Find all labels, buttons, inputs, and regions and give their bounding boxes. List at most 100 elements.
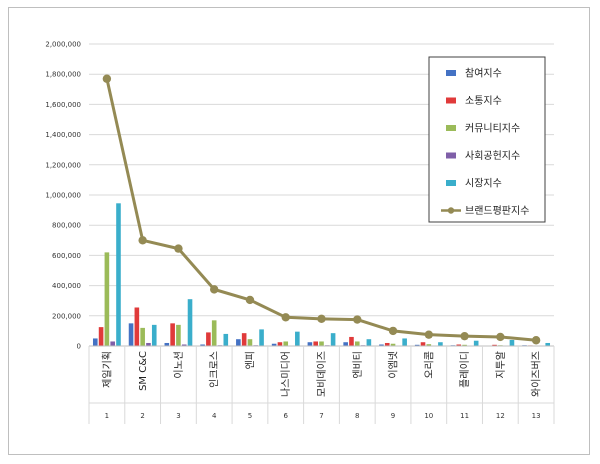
bar-3-4 — [211, 320, 217, 346]
bar-2-7 — [313, 341, 318, 346]
bar-1-2 — [128, 323, 134, 346]
x-category-index: 7 — [319, 412, 323, 420]
bar-3-6 — [283, 341, 289, 346]
legend-swatch — [446, 125, 456, 131]
bar-2-9 — [384, 342, 390, 346]
x-category-label: 지투알 — [495, 351, 507, 379]
brand-index-point-11 — [460, 331, 469, 341]
bar-5-1 — [116, 203, 121, 346]
bar-4-1 — [110, 341, 115, 346]
brand-index-point-2 — [138, 236, 147, 245]
x-category-label: 모비데이즈 — [316, 351, 328, 397]
bar-2-1 — [98, 327, 104, 346]
brand-index-point-12 — [496, 332, 505, 342]
bar-5-11 — [473, 340, 479, 346]
bar-5-8 — [366, 339, 372, 346]
y-tick-label: 600,000 — [52, 252, 81, 260]
x-category-index: 6 — [283, 412, 288, 420]
bar-3-10 — [426, 344, 432, 346]
bar-3-7 — [319, 341, 324, 346]
x-category-index: 1 — [105, 412, 109, 420]
brand-index-point-3 — [174, 244, 183, 253]
bar-3-3 — [176, 324, 181, 346]
bar-4-3 — [181, 344, 187, 346]
legend-swatch — [446, 152, 456, 159]
bar-2-12 — [492, 344, 497, 346]
brand-index-point-9 — [388, 326, 398, 336]
bar-2-6 — [277, 342, 283, 346]
bar-3-2 — [140, 327, 145, 346]
bar-3-8 — [354, 341, 360, 346]
bar-1-3 — [164, 342, 170, 346]
bar-3-9 — [390, 343, 396, 346]
bar-1-10 — [414, 344, 420, 346]
bar-1-6 — [271, 343, 277, 346]
brand-index-point-7 — [317, 314, 326, 324]
bar-2-10 — [420, 342, 426, 346]
legend-label: 커뮤니티지수 — [465, 123, 520, 135]
bar-1-8 — [343, 342, 348, 346]
legend-label: 브랜드평판지수 — [465, 205, 529, 217]
x-category-index: 10 — [424, 412, 433, 420]
bar-2-11 — [456, 344, 462, 346]
y-tick-label: 400,000 — [52, 282, 81, 290]
bar-5-10 — [438, 342, 443, 346]
legend-marker — [447, 207, 455, 214]
y-tick-label: 0 — [77, 343, 81, 351]
bar-5-4 — [223, 333, 229, 346]
bar-1-4 — [200, 344, 205, 346]
bar-3-5 — [247, 339, 253, 346]
y-tick-label: 1,400,000 — [45, 131, 81, 139]
y-tick-label: 1,600,000 — [45, 101, 81, 109]
y-tick-label: 2,000,000 — [45, 41, 81, 49]
bar-layer — [92, 203, 551, 346]
legend-label: 사회공헌지수 — [465, 150, 520, 162]
brand-index-point-6 — [281, 313, 290, 322]
bar-5-3 — [187, 299, 193, 346]
bar-3-11 — [462, 344, 467, 346]
bar-1-7 — [307, 342, 313, 346]
bar-5-5 — [259, 329, 264, 346]
bar-5-12 — [509, 339, 515, 346]
bar-1-9 — [379, 344, 384, 346]
x-category-index: 9 — [391, 412, 395, 420]
x-category-label: 엔피 — [244, 351, 256, 369]
bar-5-13 — [545, 342, 551, 346]
bar-4-2 — [146, 342, 151, 346]
x-category-label: 플레이디 — [459, 351, 471, 388]
y-tick-label: 800,000 — [52, 222, 81, 230]
bar-3-1 — [104, 252, 110, 346]
x-category-label: 이노션 — [173, 351, 185, 379]
x-category-label: 제일기획 — [101, 351, 113, 388]
x-category-label: 인크로스 — [209, 351, 221, 388]
x-category-index: 5 — [248, 412, 252, 420]
x-axis: 제일기획 1 SM C&C 2 이노션 3 인크로스 4 엔피 5 나스미디어 6 모비데이즈 7 엔비티 8… — [88, 345, 555, 424]
x-category-label: 나스미디어 — [280, 351, 292, 397]
bar-2-5 — [241, 333, 247, 346]
bar-5-6 — [295, 331, 300, 346]
bar-2-2 — [134, 307, 140, 346]
brand-index-point-13 — [531, 336, 541, 345]
bar-2-4 — [206, 332, 211, 346]
brand-index-point-4 — [209, 285, 219, 294]
legend-swatch — [446, 70, 456, 76]
bar-2-3 — [170, 323, 175, 346]
x-category-index: 3 — [176, 412, 180, 420]
x-category-label: SM C&C — [138, 351, 149, 391]
line-layer — [102, 74, 541, 345]
y-tick-label: 1,800,000 — [45, 71, 81, 79]
legend-swatch — [446, 97, 456, 104]
x-category-index: 2 — [140, 412, 144, 420]
legend-label: 참여지수 — [465, 68, 502, 80]
bar-5-2 — [151, 324, 157, 346]
x-category-index: 11 — [460, 412, 469, 420]
bar-1-5 — [236, 339, 241, 346]
x-category-index: 13 — [532, 412, 541, 420]
y-tick-label: 1,200,000 — [45, 161, 81, 169]
x-category-index: 12 — [496, 412, 505, 420]
x-category-label: 와이즈버즈 — [531, 351, 543, 397]
x-category-index: 4 — [212, 412, 217, 420]
y-tick-label: 1,000,000 — [45, 192, 81, 200]
